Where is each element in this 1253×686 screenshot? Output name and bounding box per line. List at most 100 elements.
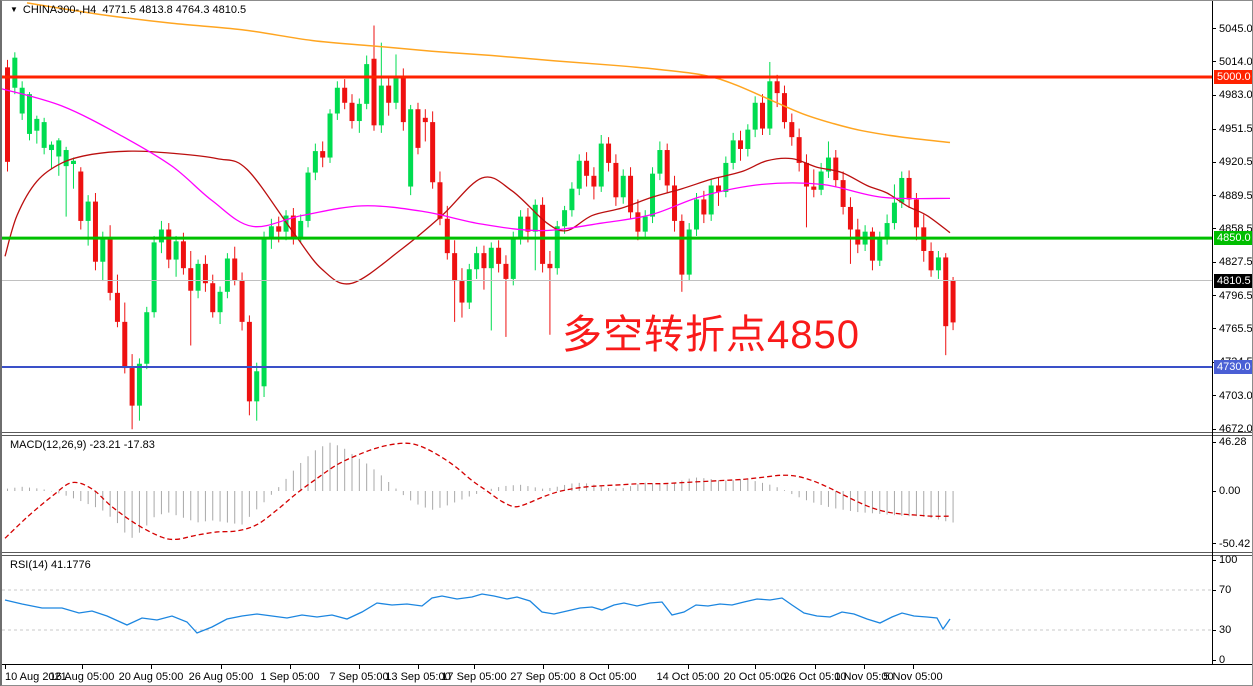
candle-body[interactable] [261, 237, 267, 387]
candle-body[interactable] [598, 143, 604, 187]
time-tick-label[interactable]: 26 Oct 05:00 [783, 671, 847, 683]
candle-body[interactable] [63, 150, 69, 167]
chevron-down-icon[interactable]: ▼ [10, 5, 18, 14]
candle-body[interactable] [899, 177, 905, 203]
candle-body[interactable] [628, 175, 634, 213]
candle-body[interactable] [356, 103, 362, 122]
candle-body[interactable] [562, 210, 568, 227]
candle-body[interactable] [19, 87, 25, 114]
candle-body[interactable] [70, 160, 76, 164]
candle-body[interactable] [12, 57, 18, 88]
candle-body[interactable] [283, 215, 289, 232]
candle-body[interactable] [950, 280, 956, 323]
candle-body[interactable] [730, 140, 736, 163]
candle-body[interactable] [496, 247, 502, 264]
candle-body[interactable] [913, 199, 919, 228]
candle-body[interactable] [833, 157, 839, 181]
candle-body[interactable] [774, 81, 780, 94]
candle-body[interactable] [840, 180, 846, 207]
time-tick-label[interactable]: 17 Sep 05:00 [441, 671, 507, 683]
candle-body[interactable] [158, 229, 164, 243]
candle-body[interactable] [422, 117, 428, 123]
time-tick-label[interactable]: 5 Nov 05:00 [883, 671, 943, 683]
candle-body[interactable] [26, 94, 32, 134]
candle-body[interactable] [906, 177, 912, 200]
candle-body[interactable] [173, 241, 179, 260]
candle-body[interactable] [430, 122, 436, 183]
candle-body[interactable] [708, 185, 714, 215]
time-tick-label[interactable]: 26 Aug 05:00 [188, 671, 254, 683]
candle-body[interactable] [224, 258, 230, 292]
candle-body[interactable] [408, 109, 414, 187]
candle-body[interactable] [210, 283, 216, 313]
candle-body[interactable] [290, 215, 296, 238]
candle-body[interactable] [92, 201, 98, 262]
time-tick-label[interactable]: 16 Aug 05:00 [49, 671, 115, 683]
time-tick-label[interactable]: 8 Oct 05:00 [579, 671, 637, 683]
candle-body[interactable] [811, 186, 817, 190]
candle-body[interactable] [327, 113, 333, 158]
candle-body[interactable] [847, 206, 853, 230]
candle-body[interactable] [510, 237, 516, 279]
candle-body[interactable] [48, 144, 54, 151]
panel-separator-macd-rsi[interactable] [2, 552, 1252, 556]
candle-body[interactable] [745, 129, 751, 149]
candle-body[interactable] [320, 151, 326, 158]
candle-body[interactable] [151, 242, 157, 313]
candle-body[interactable] [796, 137, 802, 163]
candle-body[interactable] [928, 250, 934, 271]
candle-body[interactable] [386, 85, 392, 103]
candle-body[interactable] [503, 263, 509, 279]
candle-body[interactable] [474, 253, 480, 270]
candle-body[interactable] [540, 204, 546, 264]
candle-body[interactable] [246, 321, 252, 402]
candle-body[interactable] [891, 202, 897, 224]
candle-body[interactable] [686, 229, 692, 275]
candle-body[interactable] [78, 171, 84, 221]
time-tick-label[interactable]: 14 Oct 05:00 [656, 671, 720, 683]
candle-body[interactable] [459, 281, 465, 303]
candle-body[interactable] [444, 218, 450, 254]
candle-body[interactable] [298, 220, 304, 238]
candle-body[interactable] [650, 173, 656, 217]
candle-body[interactable] [312, 151, 318, 173]
candle-body[interactable] [620, 175, 626, 198]
candle-body[interactable] [576, 160, 582, 189]
candle-body[interactable] [107, 238, 113, 293]
candle-body[interactable] [452, 253, 458, 282]
candle-body[interactable] [606, 143, 612, 163]
candle-body[interactable] [342, 87, 348, 103]
candle-body[interactable] [554, 226, 560, 269]
candle-body[interactable] [217, 291, 223, 313]
candle-body[interactable] [437, 182, 443, 219]
candle-body[interactable] [100, 238, 106, 262]
time-tick-label[interactable]: 1 Nov 05:00 [834, 671, 894, 683]
candle-body[interactable] [268, 226, 274, 238]
candle-body[interactable] [239, 279, 245, 322]
candle-body[interactable] [752, 102, 758, 130]
panel-separator-main-macd[interactable] [2, 432, 1252, 436]
candle-body[interactable] [943, 257, 949, 327]
candle-body[interactable] [276, 226, 282, 232]
candle-body[interactable] [334, 87, 340, 114]
candle-body[interactable] [378, 85, 384, 126]
candle-body[interactable] [877, 238, 883, 261]
candle-body[interactable] [767, 81, 773, 129]
candle-body[interactable] [488, 247, 494, 269]
candle-body[interactable] [180, 241, 186, 269]
time-tick-label[interactable]: 10 Aug 2021 [5, 671, 67, 683]
candle-body[interactable] [525, 216, 531, 232]
candle-body[interactable] [56, 140, 62, 157]
candle-body[interactable] [789, 122, 795, 138]
candle-body[interactable] [305, 172, 311, 221]
candle-body[interactable] [481, 253, 487, 269]
candle-body[interactable] [400, 77, 406, 123]
candle-body[interactable] [114, 292, 120, 322]
candle-body[interactable] [694, 199, 700, 230]
time-tick-label[interactable]: 1 Sep 05:00 [260, 671, 320, 683]
candle-body[interactable] [635, 212, 641, 232]
candle-body[interactable] [188, 268, 194, 291]
candle-body[interactable] [723, 162, 729, 192]
candle-body[interactable] [122, 321, 128, 369]
